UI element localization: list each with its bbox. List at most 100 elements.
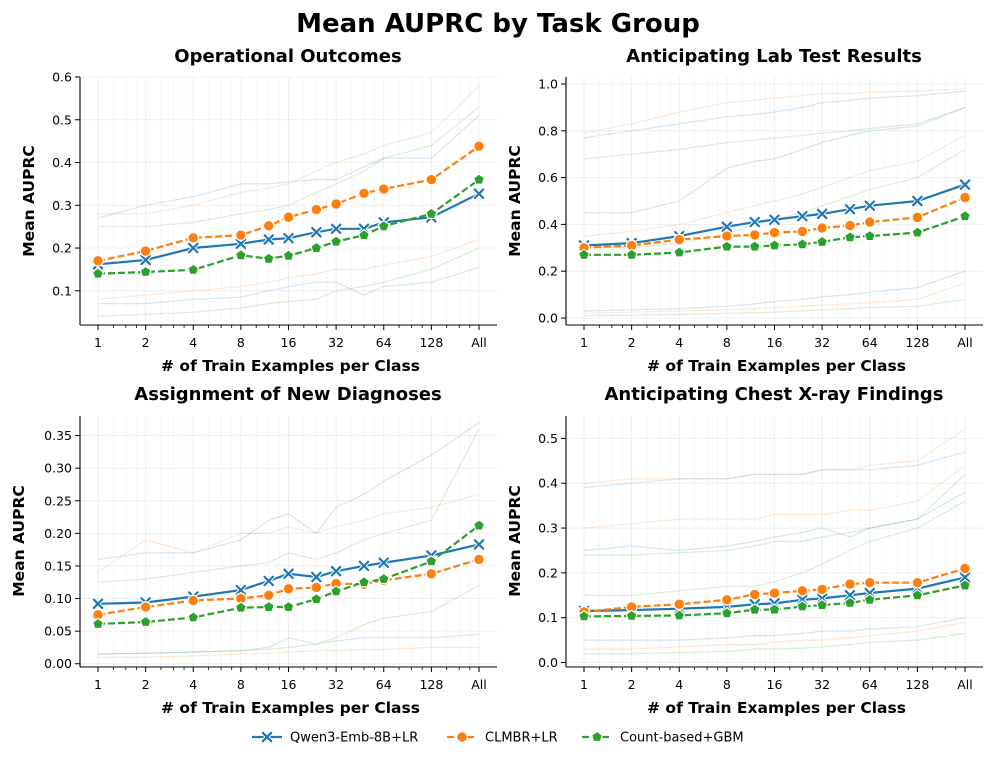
task-line bbox=[97, 584, 480, 655]
series-line bbox=[583, 576, 966, 613]
task-line bbox=[583, 298, 966, 317]
legend-marker bbox=[590, 730, 604, 743]
series-count bbox=[91, 173, 486, 279]
data-point bbox=[139, 245, 152, 257]
data-point bbox=[958, 579, 972, 591]
data-point bbox=[472, 173, 486, 185]
series-line bbox=[97, 524, 480, 626]
panel-title: Anticipating Lab Test Results bbox=[626, 46, 922, 67]
x-tick-label: 4 bbox=[675, 335, 683, 350]
data-point bbox=[844, 578, 856, 590]
data-point bbox=[310, 225, 323, 239]
data-point bbox=[911, 588, 924, 601]
data-point bbox=[234, 229, 247, 242]
series-count bbox=[91, 519, 486, 630]
data-point bbox=[959, 191, 971, 204]
data-point bbox=[673, 598, 686, 611]
x-tick-label: 16 bbox=[281, 335, 297, 350]
data-point bbox=[91, 617, 105, 630]
data-point bbox=[720, 593, 733, 606]
data-point bbox=[768, 226, 781, 239]
data-point bbox=[748, 240, 761, 252]
x-tick-label: 16 bbox=[281, 677, 297, 692]
x-tick-label: All bbox=[471, 335, 487, 350]
data-point bbox=[282, 211, 295, 224]
data-point bbox=[577, 248, 591, 260]
data-point bbox=[234, 583, 248, 597]
legend-label: CLMBR+LR bbox=[485, 731, 558, 746]
series-line bbox=[583, 584, 966, 618]
x-tick-label: 32 bbox=[814, 677, 830, 692]
data-point bbox=[958, 571, 972, 584]
legend-label: Qwen3-Emb-8B+LR bbox=[290, 731, 418, 746]
x-tick-label: 4 bbox=[189, 677, 197, 692]
data-point bbox=[844, 219, 856, 232]
task-line bbox=[97, 633, 480, 655]
data-point bbox=[310, 581, 323, 594]
data-point bbox=[959, 562, 971, 575]
x-axis-label: # of Train Examples per Class bbox=[647, 699, 906, 717]
data-point bbox=[748, 215, 762, 229]
data-point bbox=[625, 609, 638, 622]
x-tick-label: 8 bbox=[237, 335, 245, 350]
data-point bbox=[720, 230, 733, 242]
data-point bbox=[796, 209, 809, 223]
y-tick-label: 0.35 bbox=[44, 428, 72, 443]
data-point bbox=[377, 556, 391, 569]
series-count bbox=[577, 209, 972, 260]
task-line bbox=[583, 282, 966, 314]
data-point bbox=[262, 574, 276, 588]
series-clmbr bbox=[578, 191, 971, 254]
series-line bbox=[583, 567, 966, 613]
x-tick-label: 2 bbox=[142, 677, 150, 692]
x-tick-label: 32 bbox=[814, 335, 830, 350]
y-tick-label: 0.4 bbox=[538, 217, 558, 232]
x-tick-label: 32 bbox=[328, 677, 344, 692]
panel-title: Operational Outcomes bbox=[174, 46, 401, 67]
x-tick-label: 8 bbox=[723, 677, 731, 692]
data-point bbox=[796, 584, 809, 597]
x-tick-label: All bbox=[957, 677, 973, 692]
series-line bbox=[584, 215, 966, 256]
legend-item-count: Count-based+GBM bbox=[582, 731, 744, 746]
data-point bbox=[625, 248, 638, 260]
data-point bbox=[815, 207, 829, 221]
y-tick-label: 0.05 bbox=[44, 624, 72, 639]
x-tick-label: 64 bbox=[376, 677, 392, 692]
data-point bbox=[748, 229, 761, 241]
data-point bbox=[863, 216, 876, 228]
task-line bbox=[584, 500, 966, 596]
data-point bbox=[796, 225, 809, 238]
y-tick-label: 0.10 bbox=[44, 591, 72, 606]
data-point bbox=[187, 231, 200, 244]
data-point bbox=[262, 252, 275, 264]
task-line bbox=[97, 247, 480, 317]
data-point bbox=[91, 267, 105, 279]
data-point bbox=[234, 248, 247, 261]
task-line bbox=[97, 428, 480, 583]
data-point bbox=[139, 615, 152, 628]
legend-marker bbox=[260, 730, 274, 744]
y-tick-label: 0.2 bbox=[538, 565, 558, 580]
data-point bbox=[377, 572, 390, 585]
y-axis-label: Mean AUPRC bbox=[506, 145, 524, 257]
task-line bbox=[584, 632, 966, 655]
x-tick-label: 1 bbox=[94, 677, 102, 692]
panel-title: Assignment of New Diagnoses bbox=[134, 384, 441, 405]
data-point bbox=[472, 187, 486, 201]
data-point bbox=[310, 592, 323, 605]
data-point bbox=[139, 253, 152, 267]
data-point bbox=[720, 220, 734, 234]
data-point bbox=[911, 576, 924, 589]
data-point bbox=[748, 603, 761, 615]
x-tick-label: 1 bbox=[580, 677, 588, 692]
data-point bbox=[958, 209, 972, 222]
data-point bbox=[768, 587, 781, 599]
y-tick-label: 0.25 bbox=[44, 493, 72, 508]
data-point bbox=[863, 576, 876, 589]
x-axis-label: # of Train Examples per Class bbox=[161, 357, 420, 375]
data-point bbox=[911, 211, 924, 224]
data-point bbox=[91, 597, 105, 611]
series-clmbr bbox=[92, 140, 485, 267]
data-point bbox=[234, 237, 248, 251]
